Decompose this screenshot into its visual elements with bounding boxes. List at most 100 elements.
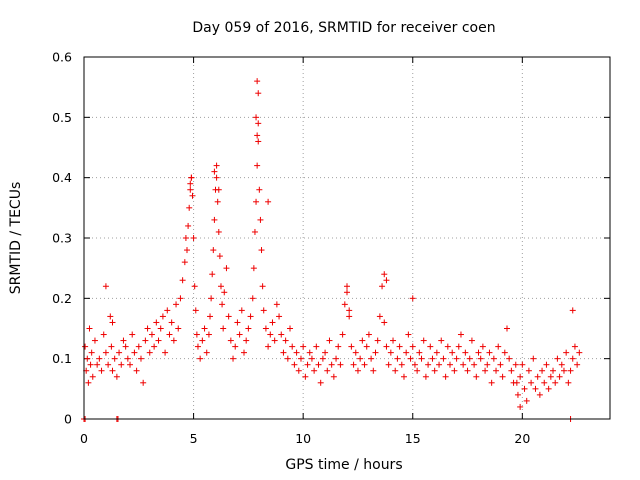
data-point-marker [565,379,572,386]
data-point-marker [253,198,260,205]
data-point-marker [339,331,346,338]
data-point-marker [181,259,188,266]
data-point-marker [376,313,383,320]
data-point-marker [425,361,432,368]
data-point-marker [433,349,440,356]
data-point-marker [223,265,230,272]
data-point-marker [539,367,546,374]
data-point-marker [398,361,405,368]
data-point-marker [400,373,407,380]
data-point-marker [462,349,469,356]
data-point-marker [416,349,423,356]
data-point-marker [361,361,368,368]
data-point-marker [308,355,315,362]
data-point-marker [300,343,307,350]
data-point-marker [427,343,434,350]
data-point-marker [105,361,112,368]
data-point-marker [536,391,543,398]
data-point-marker [547,373,554,380]
data-point-marker [560,367,567,374]
data-point-marker [569,355,576,362]
data-point-marker [185,222,192,229]
data-point-marker [157,325,164,332]
data-point-marker [348,343,355,350]
data-point-marker [192,307,199,314]
data-point-marker [155,337,162,344]
data-point-marker [392,367,399,374]
data-point-marker [265,343,272,350]
y-tick-label: 0.5 [52,110,72,125]
data-point-marker [558,361,565,368]
data-point-marker [213,162,220,169]
y-tick-label: 0.1 [52,351,72,366]
data-point-marker [363,343,370,350]
data-point-marker [313,343,320,350]
data-point-marker [140,379,147,386]
data-point-marker [455,343,462,350]
data-point-marker [88,349,95,356]
data-point-marker [255,90,262,97]
data-point-marker [245,325,252,332]
data-point-marker [403,349,410,356]
data-point-marker [482,367,489,374]
data-point-marker [96,355,103,362]
data-point-marker [201,325,208,332]
data-point-marker [490,355,497,362]
data-point-marker [383,277,390,284]
x-tick-label: 15 [405,431,421,446]
data-point-marker [344,283,350,290]
data-point-marker [407,355,414,362]
data-point-marker [466,355,473,362]
data-point-marker [168,319,175,326]
data-point-marker [187,180,194,187]
data-point-marker [295,367,302,374]
data-point-marker [225,313,232,320]
data-point-marker [512,361,519,368]
data-point-marker [188,174,195,181]
data-point-marker [429,355,436,362]
data-point-marker [230,355,237,362]
data-point-marker [109,319,116,326]
data-point-marker [337,361,344,368]
data-point-marker [436,361,443,368]
chart-title: Day 059 of 2016, SRMTID for receiver coe… [192,20,495,36]
data-point-marker [479,343,486,350]
data-point-marker [405,331,412,338]
data-point-marker [256,186,263,193]
data-point-marker [122,343,129,350]
data-point-marker [211,168,218,175]
data-point-marker [379,283,386,290]
data-point-marker [381,271,388,278]
data-point-marker [409,343,416,350]
data-point-marker [374,337,381,344]
data-point-marker [370,367,377,374]
data-point-marker [269,319,276,326]
data-point-marker [514,391,521,398]
data-point-marker [240,349,247,356]
data-point-marker [255,138,262,145]
data-point-marker [324,367,331,374]
data-point-marker [207,313,214,320]
data-point-marker [153,319,160,326]
data-point-marker [306,349,313,356]
data-point-marker [387,349,394,356]
data-point-marker [359,337,366,344]
data-point-marker [517,373,524,380]
data-point-marker [216,253,223,260]
data-point-marker [554,355,561,362]
data-point-marker [442,373,449,380]
data-point-marker [265,198,272,205]
data-point-marker [254,132,261,139]
data-point-marker [221,289,228,296]
data-point-marker [473,373,480,380]
data-point-marker [532,385,539,392]
data-point-marker [84,355,91,362]
data-point-marker [289,343,296,350]
data-point-marker [525,367,532,374]
y-axis-label: SRMTID / TECUs [8,182,24,295]
data-point-marker [420,337,427,344]
data-point-marker [495,343,502,350]
data-point-marker [484,361,491,368]
data-point-marker [82,343,89,350]
data-point-marker [89,373,96,380]
